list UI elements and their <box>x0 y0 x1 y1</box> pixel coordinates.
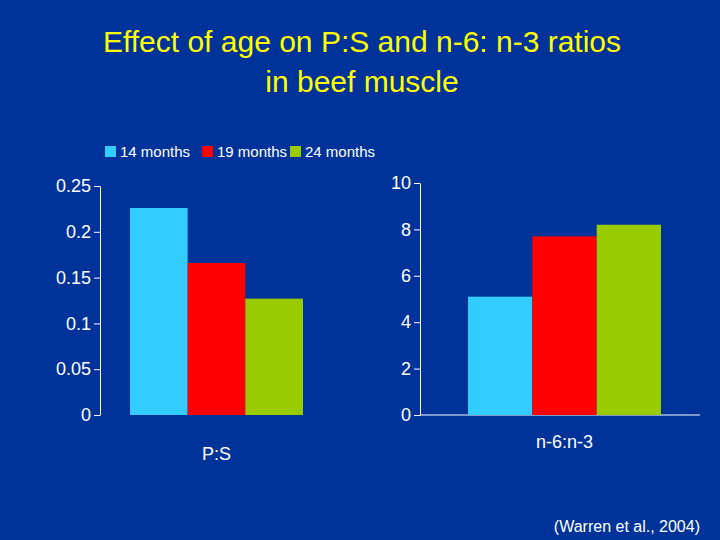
chart-panel: 0 2 4 6 8 10 n-6:n-3 <box>391 173 700 452</box>
legend-swatch <box>105 146 116 157</box>
source-note: (Warren et al., 2004) <box>554 518 700 535</box>
y-tick: 2 <box>401 359 420 379</box>
y-tick: 0 <box>81 405 100 425</box>
chart-canvas: Effect of age on P:S and n-6: n-3 ratios… <box>0 0 720 540</box>
y-tick-label: 0.1 <box>66 314 91 334</box>
bar <box>130 208 188 415</box>
tick-mark <box>414 276 420 277</box>
x-tick-label: P:S <box>202 444 231 464</box>
background <box>0 0 720 540</box>
y-tick-label: 4 <box>401 312 411 332</box>
tick-mark <box>414 322 420 323</box>
bar <box>245 299 303 415</box>
tick-mark <box>94 186 100 187</box>
y-tick-label: 8 <box>401 220 411 240</box>
y-tick: 0.1 <box>66 314 100 334</box>
tick-mark <box>414 369 420 370</box>
y-tick-label: 2 <box>401 359 411 379</box>
bar <box>468 297 532 415</box>
y-tick: 0.2 <box>66 222 100 242</box>
y-tick: 0 <box>401 405 420 425</box>
y-axis: 0 2 4 6 8 10 <box>391 173 421 425</box>
bar <box>597 225 661 415</box>
legend: 14 months 19 months 24 months <box>105 143 375 160</box>
tick-mark <box>94 278 100 279</box>
y-tick-label: 10 <box>391 173 411 193</box>
y-tick-label: 0 <box>81 405 91 425</box>
legend-swatch <box>290 146 301 157</box>
legend-label: 19 months <box>217 143 287 160</box>
y-tick: 8 <box>401 220 420 240</box>
bars <box>130 208 303 415</box>
tick-mark <box>94 323 100 324</box>
y-axis: 0 0.05 0.1 0.15 0.2 0.25 <box>56 176 101 425</box>
tick-mark <box>94 415 100 416</box>
bar <box>188 263 246 415</box>
chart-title: Effect of age on P:S and n-6: n-3 ratios… <box>103 25 621 98</box>
axis-line <box>420 184 421 416</box>
tick-mark <box>414 415 420 416</box>
legend-label: 14 months <box>120 143 190 160</box>
y-tick-label: 0.05 <box>56 359 91 379</box>
legend-swatch <box>202 146 213 157</box>
y-tick-label: 6 <box>401 266 411 286</box>
y-tick: 6 <box>401 266 420 286</box>
x-tick-label: n-6:n-3 <box>536 432 593 452</box>
bar <box>532 236 596 415</box>
y-tick-label: 0 <box>401 405 411 425</box>
tick-mark <box>94 232 100 233</box>
axis-line <box>100 187 101 416</box>
y-tick: 0.05 <box>56 359 100 379</box>
y-tick: 0.25 <box>56 176 100 196</box>
y-tick: 10 <box>391 173 420 193</box>
y-tick-label: 0.15 <box>56 268 91 288</box>
y-tick: 0.15 <box>56 268 100 288</box>
y-tick-label: 0.25 <box>56 176 91 196</box>
legend-label: 24 months <box>305 143 375 160</box>
tick-mark <box>94 369 100 370</box>
bars <box>468 225 661 415</box>
y-tick: 4 <box>401 312 420 332</box>
chart-panel: 0 0.05 0.1 0.15 0.2 0.25 P:S <box>56 176 303 464</box>
y-tick-label: 0.2 <box>66 222 91 242</box>
tick-mark <box>414 183 420 184</box>
tick-mark <box>414 229 420 230</box>
